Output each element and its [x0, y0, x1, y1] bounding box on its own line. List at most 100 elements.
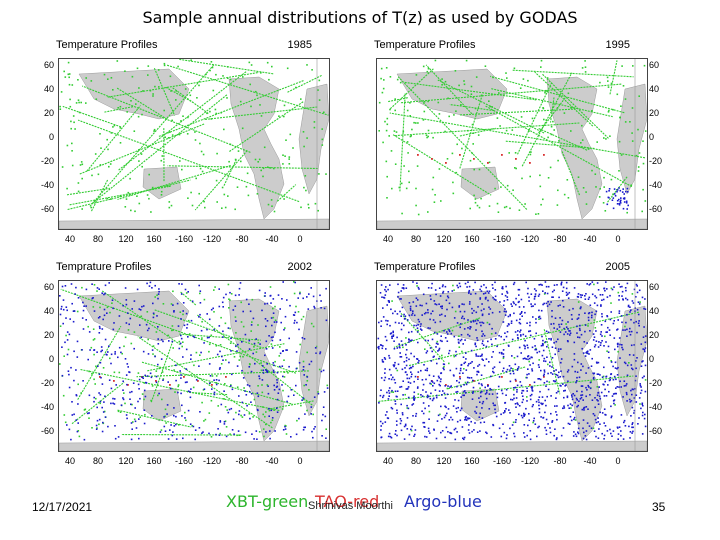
argo-profile: [434, 321, 437, 324]
argo-profile: [255, 430, 258, 432]
xbt-profile: [452, 181, 454, 184]
xbt-profile: [134, 210, 136, 213]
xbt-profile: [182, 313, 184, 316]
argo-profile: [218, 288, 220, 290]
argo-profile: [404, 424, 407, 427]
xbt-profile: [236, 434, 238, 437]
xbt-profile: [146, 194, 149, 196]
xbt-profile: [208, 412, 211, 414]
argo-profile: [605, 395, 608, 397]
argo-profile: [303, 374, 305, 376]
argo-profile: [573, 418, 575, 421]
argo-profile: [479, 401, 481, 403]
argo-profile: [385, 286, 387, 288]
xbt-profile: [269, 286, 272, 288]
xbt-profile: [175, 99, 177, 101]
argo-profile: [451, 290, 454, 292]
argo-profile: [125, 414, 128, 416]
argo-profile: [572, 307, 574, 310]
argo-profile: [513, 435, 516, 438]
argo-profile: [515, 406, 517, 408]
argo-profile: [482, 293, 485, 295]
argo-profile: [157, 297, 159, 300]
argo-profile: [448, 419, 451, 421]
argo-profile: [601, 299, 603, 301]
argo-profile: [482, 322, 485, 324]
argo-profile: [626, 313, 628, 316]
argo-profile: [145, 382, 148, 384]
argo-profile: [491, 393, 494, 395]
xbt-profile: [227, 195, 229, 197]
lat-tick-label: 40: [43, 84, 54, 94]
argo-profile: [486, 290, 489, 293]
xbt-profile: [265, 423, 267, 426]
xbt-profile: [214, 108, 217, 111]
argo-profile: [531, 390, 534, 392]
argo-profile: [468, 335, 471, 337]
xbt-profile: [109, 357, 111, 360]
xbt-profile: [415, 74, 418, 76]
argo-profile: [603, 438, 605, 440]
argo-profile: [600, 304, 602, 306]
argo-profile: [622, 396, 624, 398]
argo-profile: [382, 396, 384, 399]
argo-profile: [582, 399, 584, 401]
argo-profile: [534, 293, 537, 295]
argo-profile: [553, 289, 555, 292]
xbt-profile: [607, 86, 610, 88]
argo-profile: [493, 371, 495, 374]
xbt-profile: [243, 387, 245, 389]
map-panel-2002: Temprature Profiles 2002 60 40 20 0 -20 -40 -6…: [34, 260, 334, 470]
xbt-profile: [257, 324, 259, 326]
xbt-profile: [248, 412, 251, 415]
argo-profile: [382, 307, 384, 309]
argo-profile: [256, 438, 258, 440]
argo-profile: [551, 357, 554, 359]
argo-profile: [440, 335, 442, 337]
argo-profile: [480, 285, 483, 288]
xbt-profile: [99, 402, 101, 405]
argo-profile: [613, 402, 615, 405]
xbt-profile: [547, 136, 549, 139]
xbt-profile: [427, 135, 429, 138]
tao-profile: [211, 384, 213, 386]
xbt-profile: [170, 204, 173, 207]
xbt-profile: [378, 130, 380, 132]
argo-profile: [600, 391, 603, 394]
argo-profile: [266, 371, 269, 374]
argo-profile: [181, 415, 183, 417]
xbt-profile: [69, 105, 72, 108]
argo-profile: [457, 338, 460, 341]
argo-profile: [474, 422, 476, 424]
argo-profile: [447, 431, 449, 433]
argo-profile: [326, 387, 329, 389]
argo-profile: [429, 327, 431, 330]
xbt-profile: [385, 160, 388, 163]
argo-profile: [594, 313, 596, 316]
argo-profile: [149, 372, 152, 375]
argo-profile: [643, 349, 646, 351]
tao-profile: [501, 154, 503, 156]
argo-profile: [545, 302, 548, 305]
argo-profile: [574, 401, 576, 404]
argo-profile: [529, 357, 531, 360]
lon-tick-label: -40: [265, 234, 279, 244]
xbt-profile: [203, 298, 206, 301]
argo-profile: [252, 352, 254, 355]
argo-profile: [396, 434, 398, 437]
xbt-profile: [610, 178, 613, 181]
argo-profile: [276, 385, 279, 388]
argo-profile: [643, 326, 645, 328]
argo-profile: [552, 296, 554, 298]
argo-profile: [285, 349, 287, 351]
argo-profile: [573, 394, 576, 397]
argo-profile: [257, 395, 260, 398]
argo-profile: [444, 285, 447, 288]
argo-profile: [446, 340, 449, 342]
argo-profile: [408, 338, 410, 340]
argo-profile: [637, 322, 640, 325]
xbt-profile: [300, 318, 303, 321]
xbt-profile: [518, 209, 521, 211]
xbt-profile: [378, 101, 381, 104]
argo-profile: [141, 305, 143, 308]
